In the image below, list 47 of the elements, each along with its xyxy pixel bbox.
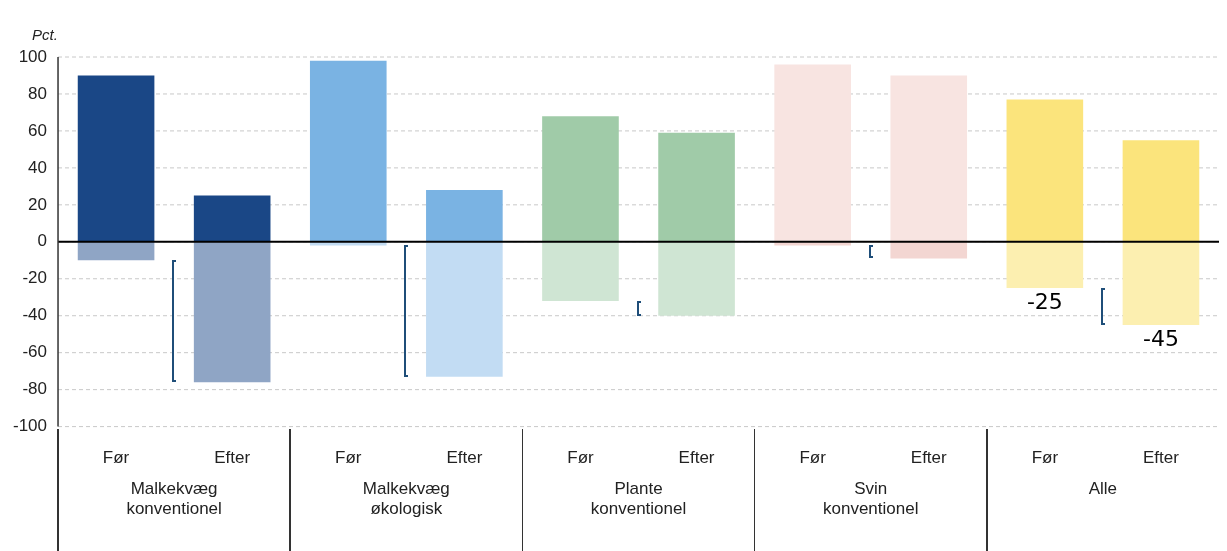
bar — [426, 241, 503, 377]
y-tick-label: 40 — [28, 157, 48, 177]
x-tick-label: Før — [799, 448, 827, 468]
bar — [1006, 241, 1084, 288]
bar — [193, 195, 271, 242]
bar — [426, 190, 503, 242]
bar — [542, 241, 619, 301]
x-tick-label: Efter — [678, 448, 715, 468]
y-tick-label: -40 — [22, 305, 48, 325]
y-tick-label: 0 — [37, 231, 48, 251]
bar — [77, 75, 155, 242]
bar — [658, 132, 735, 242]
x-tick-label: Efter — [214, 448, 251, 468]
y-tick-label: 80 — [28, 83, 48, 103]
text: Plante konventionel — [589, 478, 688, 519]
x-tick-label: Efter — [446, 448, 483, 468]
x-tick-label: Efter — [910, 448, 948, 468]
x-tick-label: Før — [567, 448, 595, 468]
y-tick-label: 100 — [18, 46, 48, 66]
x-tick-label: Før — [335, 448, 362, 468]
y-tick-label: -20 — [22, 268, 48, 288]
text: Malkekvæg konventionel — [125, 478, 223, 519]
y-tick-label: -60 — [22, 342, 48, 362]
bar — [77, 241, 155, 261]
y-tick-label: 60 — [28, 120, 48, 140]
text: Malkekvæg økologisk — [361, 478, 451, 519]
bar — [1122, 241, 1200, 325]
bar — [1122, 140, 1200, 242]
y-tick-label: -100 — [12, 416, 48, 436]
y-axis-title: Pct. — [32, 25, 58, 43]
x-tick-label: Før — [1031, 448, 1059, 468]
x-tick-label: Før — [102, 448, 130, 468]
y-tick-label: 20 — [28, 194, 48, 214]
x-tick-label: Efter — [1143, 448, 1180, 468]
bar — [774, 64, 851, 242]
data-label: -45 — [1142, 325, 1179, 351]
data-label: -25 — [1026, 288, 1063, 314]
bar — [890, 241, 968, 259]
bar — [193, 241, 271, 383]
bar — [1006, 99, 1084, 242]
bar — [890, 75, 968, 242]
bar — [309, 60, 387, 242]
text: Svin konventionel — [821, 478, 920, 519]
bar — [542, 116, 619, 242]
text: Alle — [1087, 478, 1119, 499]
bar — [658, 241, 735, 316]
y-tick-label: -80 — [22, 379, 48, 399]
